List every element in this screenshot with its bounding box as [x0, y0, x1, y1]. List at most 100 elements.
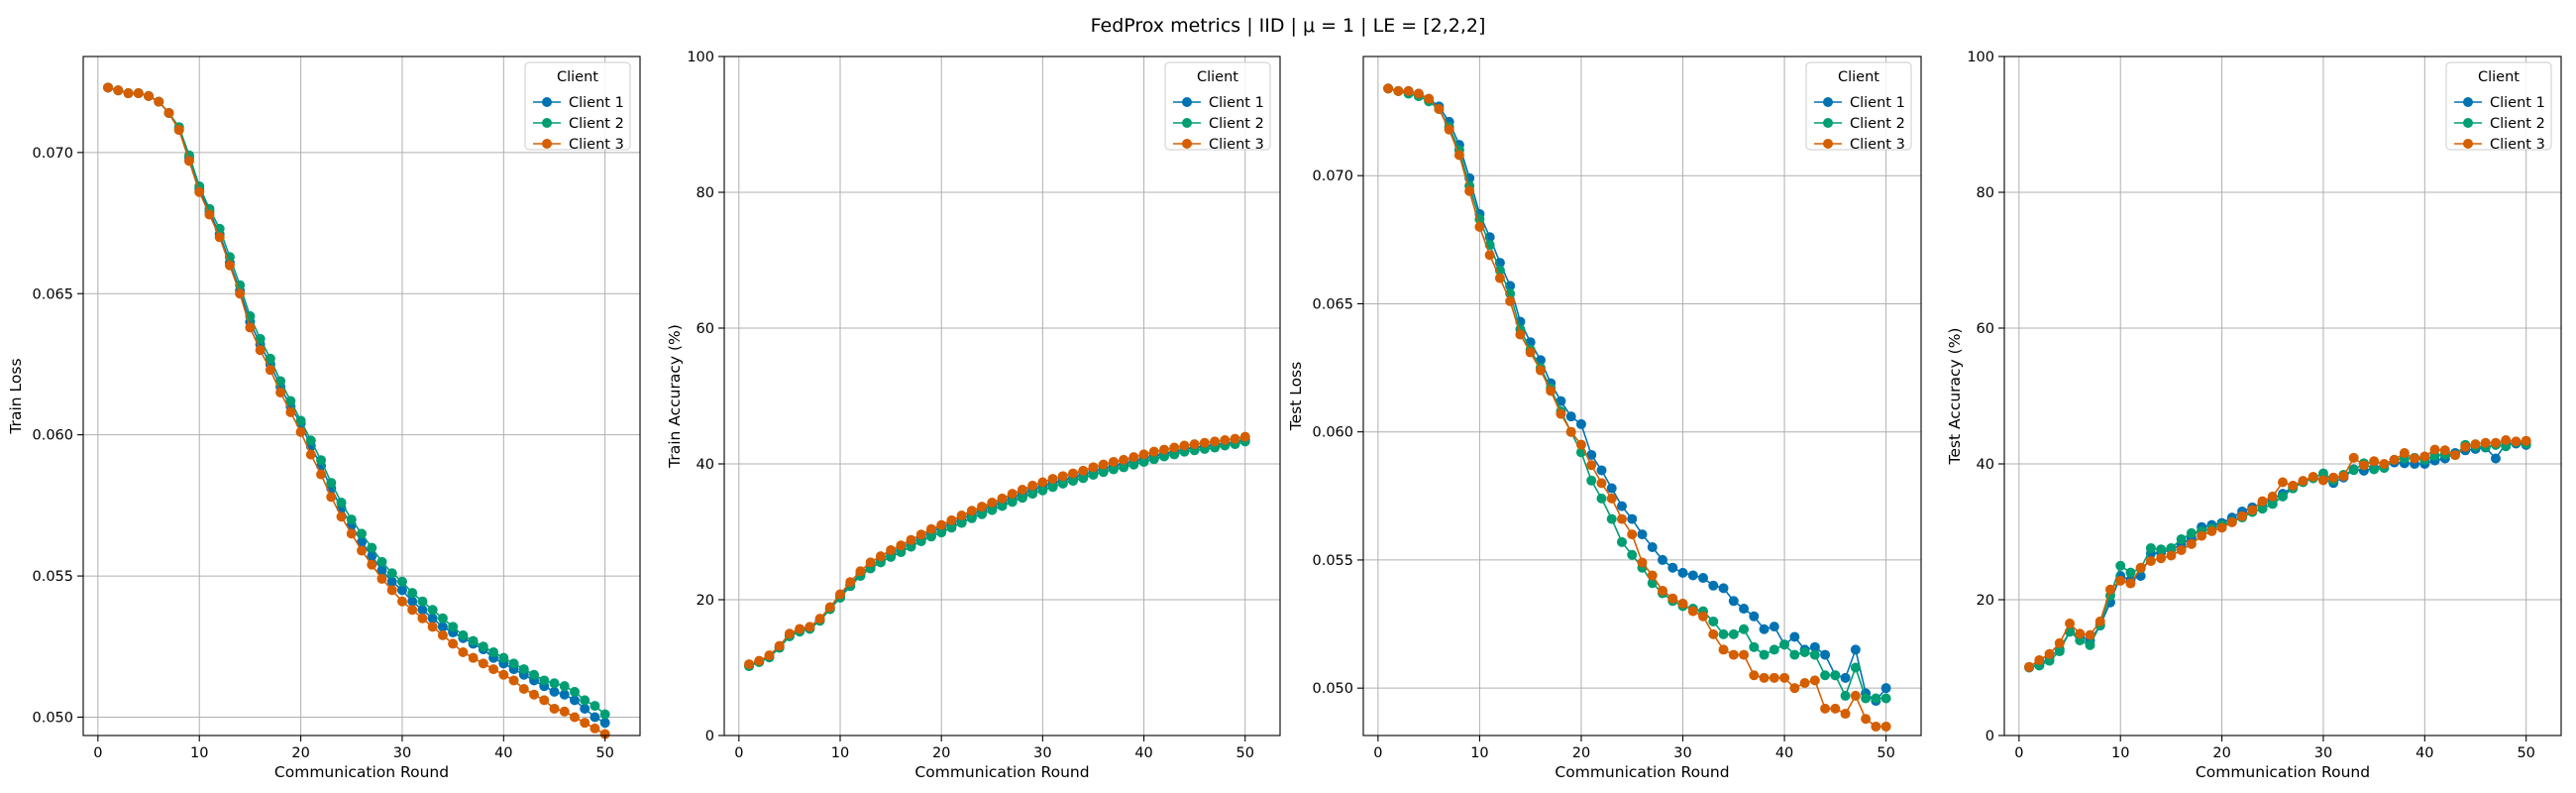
data-point: [1546, 386, 1556, 396]
data-point: [580, 695, 590, 706]
data-point: [346, 528, 357, 539]
data-point: [569, 686, 580, 697]
legend: Client Client 1 Client 2 Client 3: [1805, 61, 1912, 153]
data-point: [1840, 709, 1851, 720]
y-tick-label: 0: [1986, 729, 1994, 744]
data-point: [194, 186, 205, 197]
data-point: [1728, 649, 1739, 660]
series-2: [1383, 83, 1891, 704]
data-point: [977, 509, 988, 519]
data-point: [529, 689, 540, 700]
y-tick-label: 0.065: [1312, 296, 1353, 312]
data-point: [1871, 693, 1881, 704]
data-point: [285, 396, 296, 406]
data-point: [2278, 491, 2288, 502]
data-point: [2257, 504, 2268, 514]
data-point: [2197, 530, 2207, 541]
data-point: [2075, 628, 2086, 639]
x-tick-label: 10: [831, 745, 849, 761]
y-tick-label: 0.070: [32, 146, 73, 162]
x-axis-label: Communication Round: [914, 763, 1089, 781]
data-point: [2186, 527, 2197, 538]
series-1: [1383, 83, 1891, 707]
x-tick-label: 10: [1470, 745, 1488, 761]
data-point: [2338, 471, 2349, 482]
data-point: [1565, 411, 1576, 422]
data-point: [1840, 672, 1851, 683]
data-point: [458, 629, 469, 640]
data-point: [1535, 365, 1546, 376]
y-tick-label: 40: [697, 457, 714, 473]
y-tick-label: 80: [697, 185, 714, 201]
data-point: [1830, 670, 1841, 681]
legend-marker: [1182, 118, 1192, 128]
data-point: [336, 511, 347, 522]
data-point: [977, 502, 988, 512]
y-tick-label: 100: [1967, 50, 1994, 65]
data-point: [1434, 103, 1445, 114]
x-tick-label: 50: [1236, 745, 1254, 761]
data-point: [590, 701, 600, 712]
data-point: [1789, 683, 1800, 694]
series-3: [103, 82, 610, 739]
legend-label: Client 1: [569, 95, 624, 111]
legend-label: Client 2: [569, 116, 624, 132]
y-tick-label: 20: [697, 593, 714, 609]
data-point: [488, 664, 499, 675]
data-point: [1393, 85, 1404, 96]
data-point: [255, 345, 266, 356]
legend-marker: [1182, 97, 1192, 107]
data-point: [1057, 478, 1068, 489]
data-point: [417, 613, 428, 623]
data-point: [1739, 604, 1750, 615]
data-point: [886, 551, 897, 562]
data-point: [814, 614, 825, 624]
legend-label: Client 2: [1850, 116, 1905, 132]
data-point: [1627, 513, 1638, 524]
x-tick-label: 30: [1673, 745, 1691, 761]
x-tick-label: 30: [2314, 745, 2332, 761]
data-point: [987, 505, 998, 515]
data-point: [1880, 693, 1891, 704]
y-tick-label: 60: [1977, 321, 1994, 337]
data-point: [1809, 641, 1820, 652]
data-point: [1128, 459, 1139, 470]
data-point: [845, 577, 856, 588]
data-point: [2399, 448, 2410, 459]
data-point: [1515, 329, 1526, 340]
data-point: [1616, 536, 1627, 547]
data-point: [1565, 426, 1576, 437]
legend-label: Client 2: [1209, 116, 1264, 132]
data-point: [417, 605, 428, 616]
data-point: [1769, 672, 1779, 683]
data-point: [285, 406, 296, 417]
legend-item: Client 3: [1173, 137, 1264, 153]
data-point: [1698, 573, 1709, 584]
data-point: [2348, 465, 2359, 476]
legend-item: Client 1: [533, 95, 624, 111]
subplot-2: 0 10 20 30 40 50 0 20 40 60 80 100 Communication Rou…: [666, 50, 1281, 781]
data-point: [875, 551, 886, 562]
data-point: [1119, 462, 1129, 473]
data-point: [295, 415, 306, 426]
subplot-4: 0 10 20 30 40 50 0 20 40 60 80 100 Communication Rou…: [1946, 50, 2562, 781]
data-point: [407, 596, 418, 607]
data-point: [997, 501, 1008, 511]
data-point: [2410, 453, 2420, 464]
data-point: [1667, 562, 1678, 573]
series-line: [1387, 87, 1886, 728]
data-point: [744, 659, 755, 670]
data-point: [1861, 693, 1872, 704]
data-point: [1830, 703, 1841, 714]
data-point: [1861, 714, 1872, 725]
data-point: [376, 565, 387, 576]
series-3: [2024, 435, 2531, 672]
series-line: [2028, 442, 2526, 669]
data-point: [569, 712, 580, 723]
y-tick-label: 40: [1977, 457, 1994, 473]
data-point: [316, 455, 327, 466]
data-point: [1850, 690, 1861, 701]
axes-frame: [2003, 56, 2562, 736]
data-point: [1749, 641, 1760, 652]
series-2: [103, 82, 610, 720]
